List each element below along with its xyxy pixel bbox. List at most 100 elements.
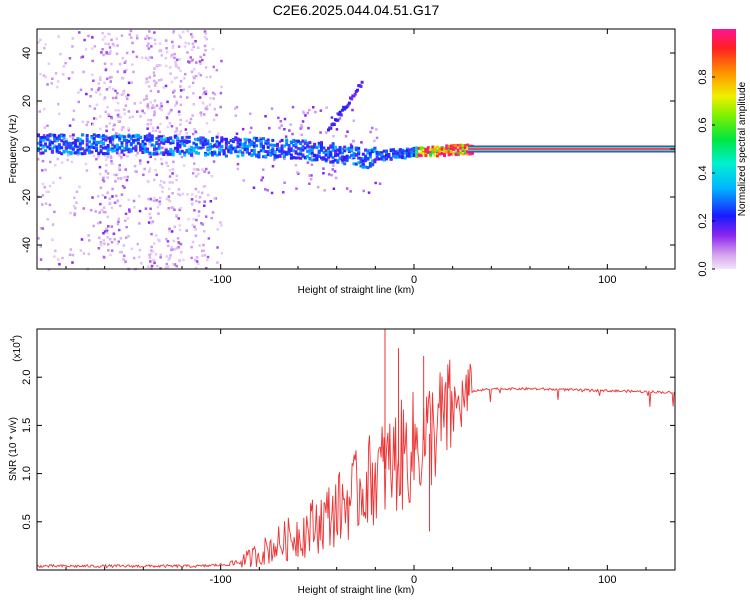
spectrogram-ridge-cell [104, 152, 108, 156]
spectrogram-noise-cell [102, 176, 105, 180]
spectrogram-ridge-cell [282, 144, 286, 148]
spectrogram-noise-cell [153, 99, 157, 102]
spectrogram-noise-cell [195, 168, 198, 171]
spectrogram-noise-cell [57, 102, 60, 106]
spectrogram-noise-cell [334, 176, 338, 180]
spectrogram-noise-cell [133, 102, 136, 105]
spectrogram-ridge-cell [361, 162, 365, 166]
spectrogram-noise-cell [174, 130, 177, 133]
spectrogram-ridge-cell [361, 159, 365, 163]
spectrogram-ridge-cell [289, 141, 293, 145]
spectrogram-noise-cell [107, 113, 110, 116]
spectrogram-ridge-cell [285, 140, 289, 144]
spectrogram-noise-cell [105, 129, 108, 133]
spectrogram-ridge-cell [294, 143, 298, 146]
spectrogram-ridge-cell [95, 149, 98, 153]
spectrogram-noise-cell [213, 107, 217, 111]
spectrogram-noise-cell [170, 230, 174, 233]
spectrogram-ridge-cell [417, 153, 421, 157]
spectrogram-noise-cell [203, 170, 206, 173]
spectrogram-noise-cell [103, 242, 106, 245]
spectrogram-ridge-cell [71, 147, 75, 151]
spectrogram-noise-cell [44, 75, 47, 79]
spectrogram-noise-cell [159, 122, 162, 126]
spectrogram-ridge-cell [252, 141, 256, 145]
spectrogram-ridge-cell [459, 151, 463, 155]
spectrogram-ridge-cell [194, 145, 198, 149]
spectrogram-noise-cell [148, 256, 152, 259]
spectrogram-noise-cell [99, 93, 102, 96]
spectrogram-ridge-cell [287, 150, 291, 154]
spectrogram-ridge-cell [169, 141, 173, 145]
spectrogram-ridge-cell [368, 155, 372, 159]
snr-y-scale-base: (x10 [12, 342, 23, 362]
spectrogram-noise-cell [95, 103, 99, 107]
spectrogram-noise-cell [71, 37, 75, 40]
spectrogram-noise-cell [183, 72, 187, 76]
spectrogram-noise-cell [113, 238, 117, 241]
spectrogram-noise-cell [149, 155, 152, 159]
spectrogram-ridge-cell [364, 159, 368, 163]
spectrogram-ridge-cell [224, 143, 228, 147]
spectrogram-ridge-cell [371, 162, 375, 166]
spectrogram-noise-cell [130, 247, 134, 251]
spectrogram-ridge-cell [176, 149, 180, 153]
spectrogram-ridge-cell [357, 150, 361, 154]
spectrogram-ridge-cell [141, 151, 145, 154]
spectrogram-ridge-cell [276, 147, 279, 151]
spectrogram-noise-cell [56, 157, 59, 161]
spectrogram-ridge-cell [62, 149, 66, 153]
spectrogram-ridge-cell [294, 139, 298, 143]
spectrogram-noise-cell [203, 204, 206, 207]
spectrogram-noise-cell [191, 203, 194, 206]
spectrogram-noise-cell [173, 263, 176, 266]
spectrogram-ridge-cell [218, 151, 221, 155]
spectrogram-ridge-cell [37, 134, 40, 138]
spectrogram-ridge-cell [347, 155, 351, 159]
spectrogram-noise-cell [189, 56, 192, 59]
spectrogram-noise-cell [106, 236, 109, 239]
spectrogram-noise-cell [216, 132, 220, 135]
spectrogram-noise-cell [330, 173, 333, 177]
spectrogram-ridge-cell [236, 138, 240, 142]
spectrogram-noise-cell [192, 68, 196, 71]
spectrogram-noise-cell [39, 258, 43, 261]
spectrogram-ridge-cell [85, 148, 89, 152]
spectrogram-noise-cell [81, 120, 85, 124]
spectrogram-ridge-cell [76, 150, 80, 154]
spectrogram-ridge-cell [88, 140, 91, 144]
spectrogram-noise-cell [325, 131, 328, 134]
spectrogram-ridge-cell [220, 138, 224, 142]
spectrogram-noise-cell [158, 42, 162, 45]
spectrogram-ridge-cell [55, 149, 59, 152]
spectrogram-noise-cell [146, 160, 150, 164]
spectrogram-noise-cell [153, 196, 156, 200]
spectrogram-ridge-cell [396, 155, 400, 159]
spectrogram-ridge-cell [456, 151, 460, 155]
spectrogram-ridge-cell [271, 147, 275, 151]
spectrogram-noise-cell [117, 217, 121, 221]
spectrogram-noise-cell [144, 37, 147, 40]
spectrogram-ridge-cell [310, 158, 314, 162]
spectrogram-noise-cell [97, 155, 100, 159]
spectrogram-noise-cell [220, 141, 223, 145]
spectrogram-ridge-cell [241, 153, 245, 157]
spectrogram-ridge-cell [122, 148, 126, 152]
spectrogram-ridge-cell [108, 140, 112, 144]
spectrogram-noise-cell [103, 230, 107, 233]
spectrogram-noise-cell [165, 161, 168, 165]
spectrogram-ridge-cell [143, 150, 147, 154]
spectrogram-noise-cell [153, 178, 156, 182]
spectrogram-ridge-cell [136, 138, 140, 141]
spectrogram-ridge-cell [62, 133, 66, 137]
spectrogram-noise-cell [73, 213, 76, 217]
spectrogram-ridge-cell [206, 152, 210, 156]
spectrogram-noise-cell [316, 185, 320, 189]
spectrogram-ridge-cell [37, 141, 40, 145]
spectrogram-ridge-cell [206, 139, 210, 143]
spectrogram-noise-cell [125, 225, 128, 229]
spectrogram-ridge-cell [95, 143, 98, 147]
spectrogram-noise-cell [149, 216, 152, 220]
spectrogram-noise-cell [54, 249, 57, 253]
spectrogram-noise-cell [139, 101, 142, 104]
